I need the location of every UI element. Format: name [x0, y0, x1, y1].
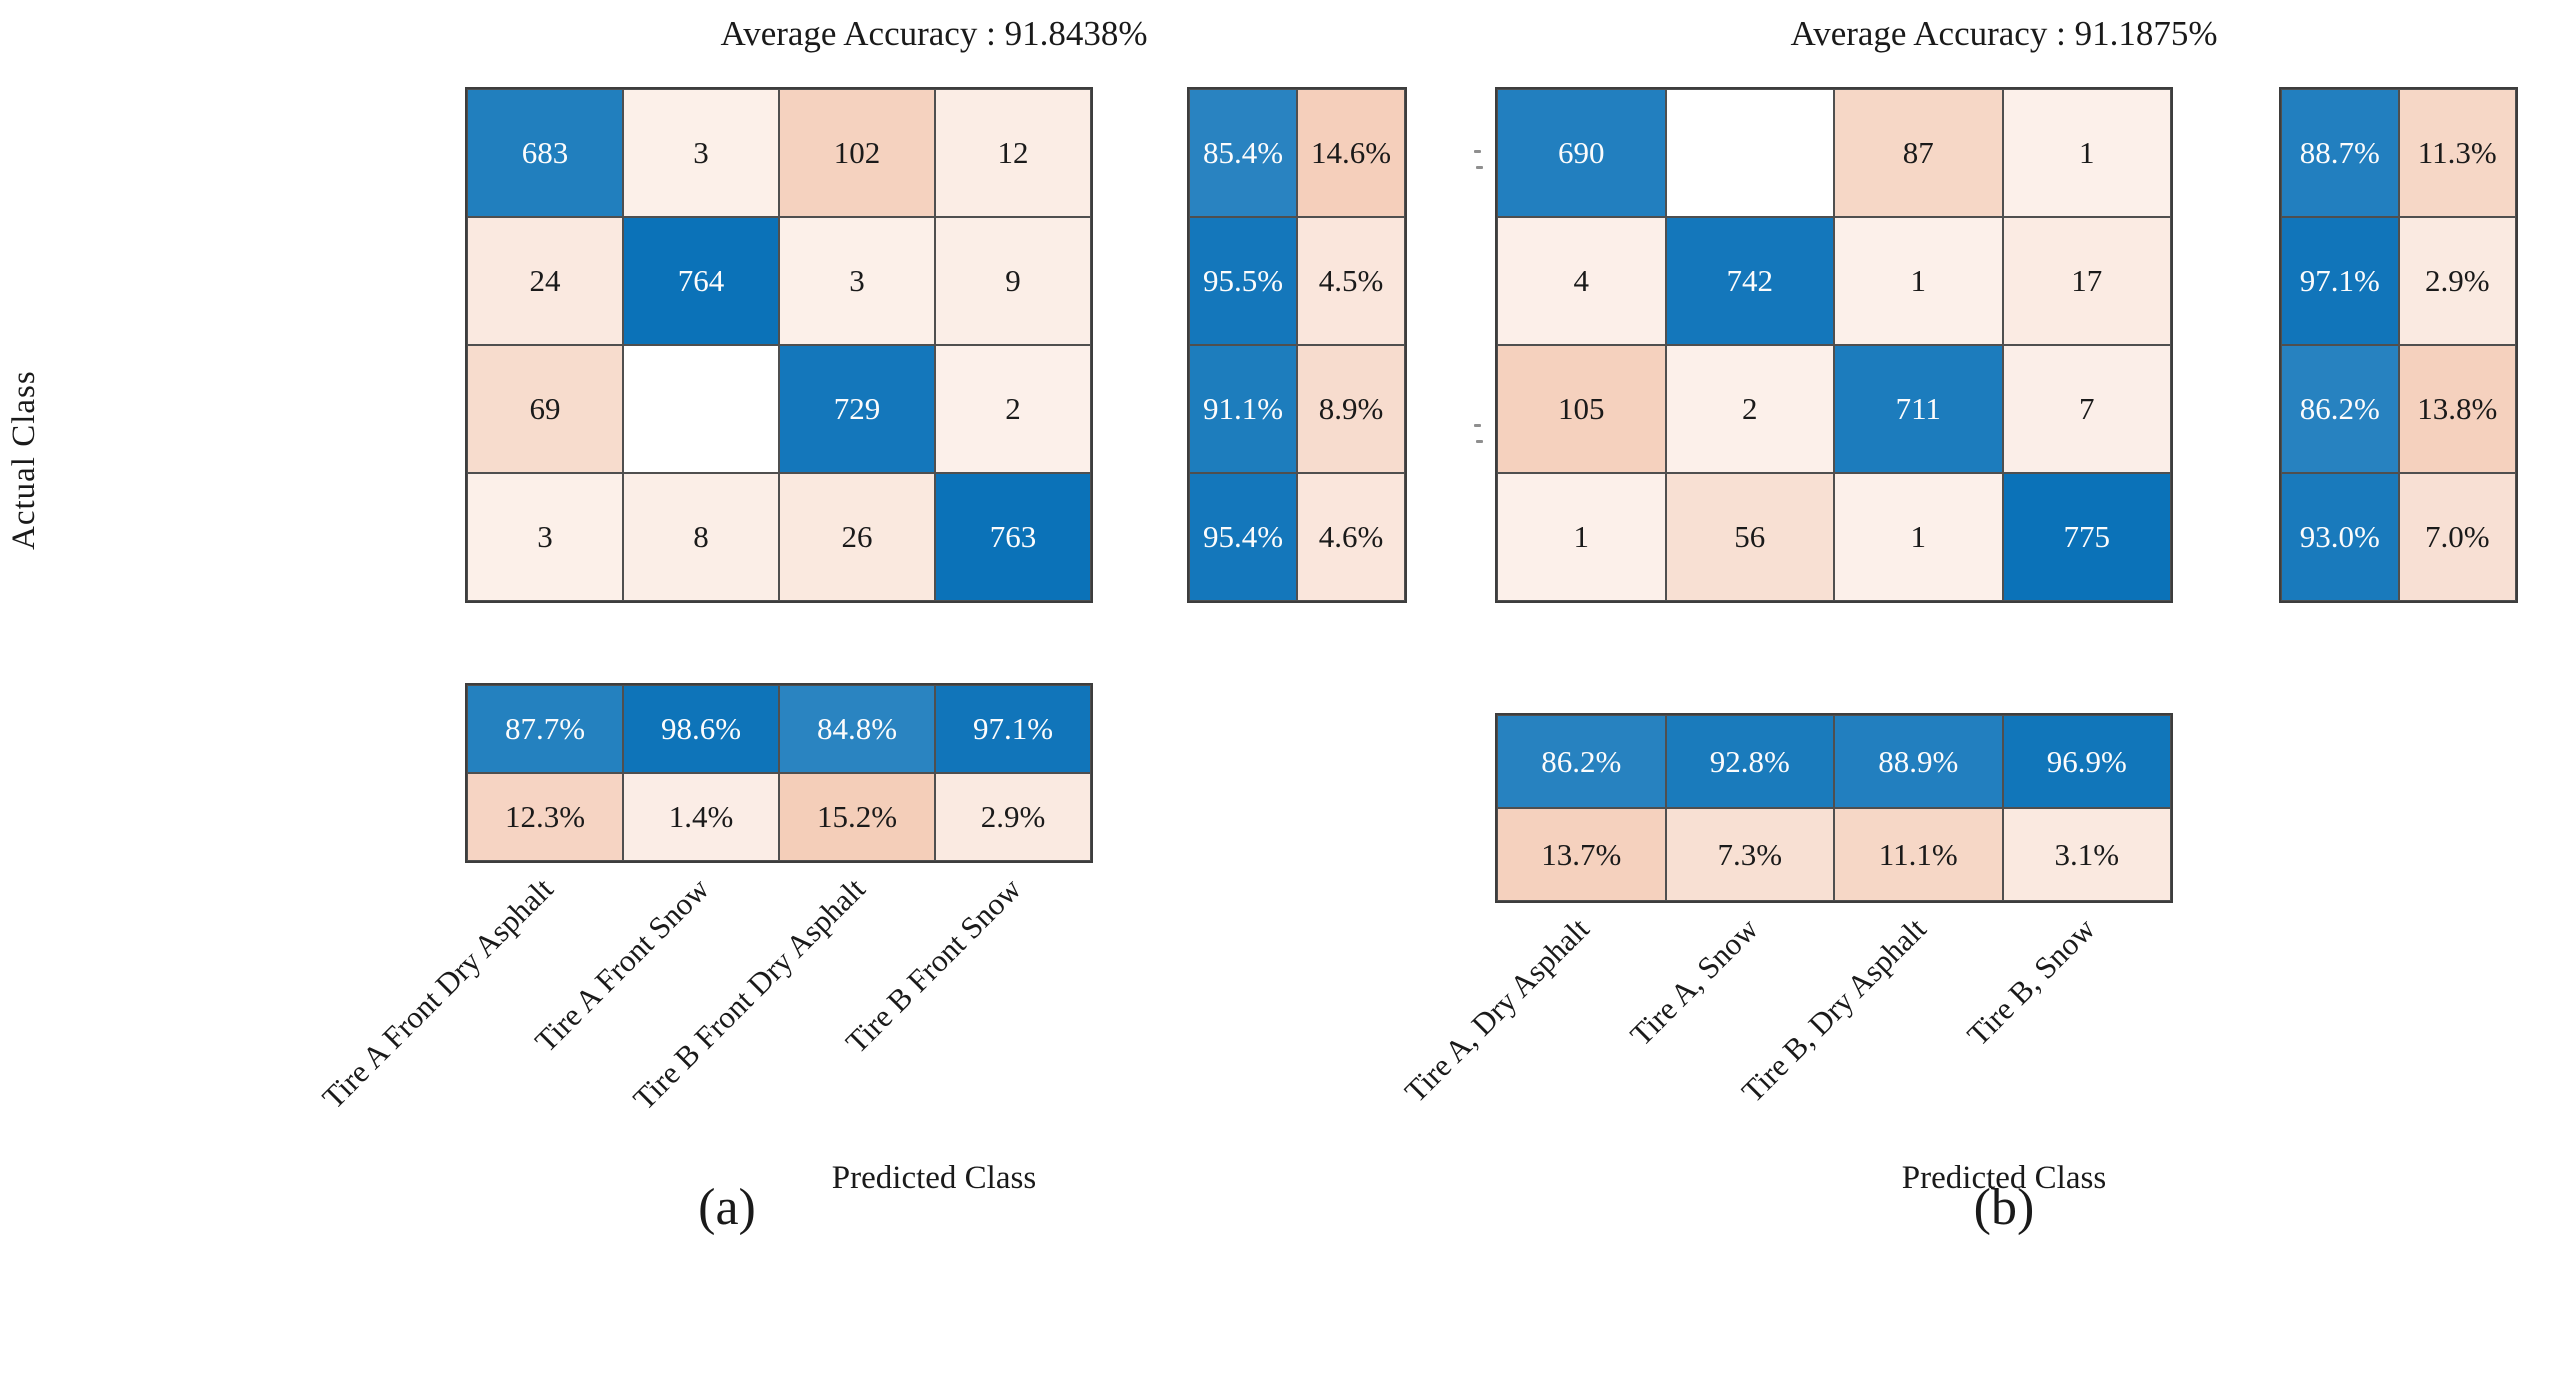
panel-b-col-summary-block: 86.2% 92.8% 88.9% 96.9% 13.7% 7.3% 11.1% 3.1% — [1495, 713, 2173, 903]
matrix-cell: 1 — [1834, 217, 2003, 345]
col-summary-cell: 13.7% — [1497, 808, 1666, 901]
matrix-cell: 711 — [1834, 345, 2003, 473]
matrix-cell: 3 — [467, 473, 623, 601]
matrix-cell: 69 — [467, 345, 623, 473]
row-summary-cell: 13.8% — [2398, 345, 2516, 473]
col-summary-cell: 86.2% — [1497, 715, 1666, 808]
row-summary-cell: 8.9% — [1297, 345, 1405, 473]
row-summary-cell: 91.1% — [1189, 345, 1297, 473]
panel-b-row-summary-block: 88.7% 11.3% 97.1% 2.9% 86.2% 13.8% 93.0% 7.0% — [2279, 87, 2518, 603]
col-summary-cell: 1.4% — [623, 773, 779, 861]
matrix-cell: 24 — [467, 217, 623, 345]
panel-b-title: Average Accuracy : 91.1875% — [1790, 14, 2218, 53]
col-summary-cell: 97.1% — [935, 685, 1091, 773]
col-summary-cell: 11.1% — [1834, 808, 2003, 901]
matrix-cell: 9 — [935, 217, 1091, 345]
clipped-text-artifact — [1474, 424, 1481, 427]
y-axis-label: Actual Class — [6, 370, 42, 550]
matrix-cell: 17 — [2002, 217, 2171, 345]
row-summary-cell: 88.7% — [2281, 89, 2399, 217]
matrix-cell: 8 — [623, 473, 779, 601]
matrix-cell: 1 — [1834, 473, 2003, 601]
matrix-cell: 56 — [1665, 473, 1834, 601]
col-summary-cell: 87.7% — [467, 685, 623, 773]
panel-a-row-summary-block: 85.4% 14.6% 95.5% 4.5% 91.1% 8.9% 95.4% 4.6% — [1187, 87, 1407, 603]
col-summary-cell: 84.8% — [779, 685, 935, 773]
matrix-cell: 1 — [2002, 89, 2171, 217]
panel-a-title: Average Accuracy : 91.8438% — [720, 14, 1148, 53]
matrix-cell: 105 — [1497, 345, 1666, 473]
col-summary-cell: 2.9% — [935, 773, 1091, 861]
col-summary-cell: 12.3% — [467, 773, 623, 861]
clipped-text-artifact — [1476, 440, 1483, 443]
col-summary-cell: 92.8% — [1665, 715, 1834, 808]
matrix-cell: 26 — [779, 473, 935, 601]
matrix-cell: 12 — [935, 89, 1091, 217]
x-axis-label: Predicted Class — [831, 1160, 1037, 1196]
matrix-cell: 2 — [1665, 345, 1834, 473]
col-summary-cell: 96.9% — [2002, 715, 2171, 808]
row-summary-cell: 97.1% — [2281, 217, 2399, 345]
row-summary-cell: 85.4% — [1189, 89, 1297, 217]
row-summary-cell: 95.4% — [1189, 473, 1297, 601]
matrix-cell: 102 — [779, 89, 935, 217]
row-summary-cell: 93.0% — [2281, 473, 2399, 601]
row-summary-cell: 11.3% — [2398, 89, 2516, 217]
subfigure-a-caption: (a) — [698, 1179, 756, 1236]
row-summary-cell: 4.6% — [1297, 473, 1405, 601]
panel-a-col-summary-block: 87.7% 98.6% 84.8% 97.1% 12.3% 1.4% 15.2% 2.9% — [465, 683, 1093, 863]
col-summary-cell: 7.3% — [1665, 808, 1834, 901]
matrix-cell: 4 — [1497, 217, 1666, 345]
matrix-cell: 87 — [1834, 89, 2003, 217]
matrix-cell: 683 — [467, 89, 623, 217]
matrix-cell — [1665, 89, 1834, 217]
col-summary-cell: 88.9% — [1834, 715, 2003, 808]
row-summary-cell: 4.5% — [1297, 217, 1405, 345]
x-axis-label: Predicted Class — [1901, 1160, 2107, 1196]
matrix-cell: 3 — [623, 89, 779, 217]
matrix-cell: 3 — [779, 217, 935, 345]
matrix-cell: 763 — [935, 473, 1091, 601]
col-summary-cell: 98.6% — [623, 685, 779, 773]
matrix-cell: 764 — [623, 217, 779, 345]
matrix-cell: 775 — [2002, 473, 2171, 601]
matrix-cell: 7 — [2002, 345, 2171, 473]
row-summary-cell: 14.6% — [1297, 89, 1405, 217]
clipped-text-artifact — [1476, 166, 1483, 169]
row-summary-cell: 2.9% — [2398, 217, 2516, 345]
matrix-cell: 2 — [935, 345, 1091, 473]
subfigure-b-caption: (b) — [1973, 1179, 2035, 1236]
matrix-cell: 1 — [1497, 473, 1666, 601]
matrix-cell: 729 — [779, 345, 935, 473]
panel-b-confusion-grid: 690 87 1 4 742 1 17 105 2 711 7 1 56 1 775 — [1495, 87, 2173, 603]
row-summary-cell: 95.5% — [1189, 217, 1297, 345]
panel-a-confusion-grid: 683 3 102 12 24 764 3 9 69 729 2 3 8 26 763 — [465, 87, 1093, 603]
row-summary-cell: 7.0% — [2398, 473, 2516, 601]
clipped-text-artifact — [1474, 150, 1481, 153]
row-summary-cell: 86.2% — [2281, 345, 2399, 473]
col-summary-cell: 15.2% — [779, 773, 935, 861]
matrix-cell — [623, 345, 779, 473]
matrix-cell: 742 — [1665, 217, 1834, 345]
col-summary-cell: 3.1% — [2002, 808, 2171, 901]
matrix-cell: 690 — [1497, 89, 1666, 217]
